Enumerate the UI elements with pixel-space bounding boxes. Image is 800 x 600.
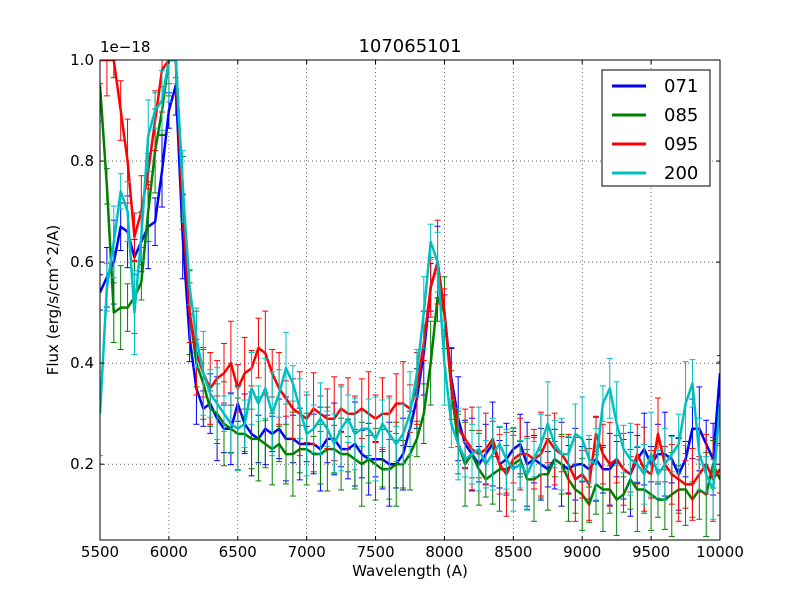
legend-label-095: 095 [664, 134, 698, 155]
x-tick-label: 6000 [150, 543, 188, 561]
y-tick-label: 0.6 [70, 253, 94, 271]
ticks: 5500 6000 6500 7000 7500 8000 8500 9000 9500 1000… [70, 51, 744, 561]
y-tick-label: 0.4 [70, 354, 94, 372]
legend-label-085: 085 [664, 105, 698, 126]
legend-label-200: 200 [664, 163, 698, 184]
x-tick-label: 5500 [81, 543, 119, 561]
legend: 071 085 095 200 [601, 69, 711, 187]
plot-frame [99, 59, 721, 541]
x-tick-label: 10000 [696, 543, 744, 561]
series-200 [100, 60, 720, 520]
chart-title: 107065101 [358, 36, 461, 57]
series-group [100, 60, 720, 537]
x-tick-label: 7000 [288, 543, 326, 561]
x-tick-label: 9000 [563, 543, 601, 561]
x-tick-label: 7500 [356, 543, 394, 561]
series-line-200 [100, 60, 720, 491]
y-tick-label: 0.2 [70, 455, 94, 473]
x-axis-label: Wavelength (A) [352, 562, 468, 580]
y-tick-label: 1.0 [70, 51, 94, 69]
y-tick-label: 0.8 [70, 152, 94, 170]
x-tick-label: 8500 [494, 543, 532, 561]
legend-box [601, 69, 711, 187]
x-tick-label: 9500 [632, 543, 670, 561]
x-tick-label: 8000 [425, 543, 463, 561]
legend-label-071: 071 [664, 76, 698, 97]
y-offset-label: 1e−18 [100, 38, 150, 56]
x-tick-label: 6500 [219, 543, 257, 561]
y-axis-label: Flux (erg/s/cm^2/A) [44, 225, 62, 376]
